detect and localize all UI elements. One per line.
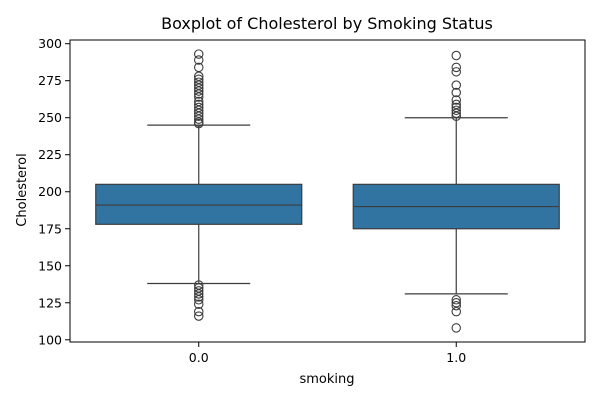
outlier-point <box>451 111 461 121</box>
outlier-point <box>451 87 461 98</box>
x-tick-label: 0.0 <box>189 350 209 365</box>
outlier-point <box>194 55 204 65</box>
outlier-point <box>194 114 204 124</box>
y-tick-label: 250 <box>38 110 62 125</box>
y-tick-label: 100 <box>38 332 62 347</box>
y-tick-label: 225 <box>38 147 62 162</box>
outlier-point <box>451 108 461 119</box>
x-axis-label: smoking <box>299 372 354 387</box>
outlier-point <box>194 299 204 309</box>
outlier-point <box>451 295 461 305</box>
outlier-point <box>194 295 204 305</box>
outlier-point <box>194 92 204 102</box>
outlier-point <box>194 118 204 129</box>
y-tick-label: 200 <box>38 184 62 199</box>
outlier-point <box>194 311 204 321</box>
y-tick-label: 125 <box>38 295 62 310</box>
y-tick-label: 300 <box>38 36 62 51</box>
x-tick-label: 1.0 <box>446 350 466 365</box>
outlier-point <box>194 111 204 121</box>
y-tick-label: 275 <box>38 73 62 88</box>
outlier-point <box>194 86 204 96</box>
chart-title: Boxplot of Cholesterol by Smoking Status <box>161 14 493 33</box>
outlier-point <box>451 306 461 317</box>
plot-area: 100 125 150 175 200 225 250 275 300 0.0 1.0 <box>38 36 586 365</box>
outlier-point <box>451 323 461 333</box>
outlier-point <box>451 95 461 105</box>
plot-frame <box>69 39 586 343</box>
outlier-point <box>451 62 461 73</box>
outlier-point <box>194 49 204 59</box>
outlier-point <box>451 300 461 311</box>
outlier-point <box>194 292 204 302</box>
outlier-point <box>451 80 461 90</box>
outlier-point <box>451 67 461 77</box>
outlier-point <box>451 105 461 116</box>
box <box>95 183 303 225</box>
outlier-point <box>451 50 461 61</box>
y-tick-label: 175 <box>38 221 62 236</box>
y-axis-label: Cholesterol <box>15 153 30 226</box>
outlier-point <box>194 89 204 99</box>
outlier-point <box>194 306 204 317</box>
y-tick-label: 150 <box>38 258 62 273</box>
outlier-point <box>194 289 204 299</box>
